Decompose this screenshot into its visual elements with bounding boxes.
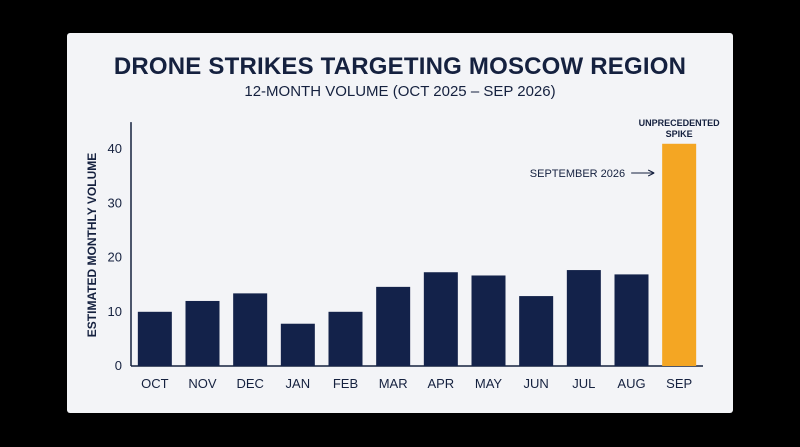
x-tick-label: MAR (379, 376, 408, 391)
callout-label: SEPTEMBER 2026 (530, 168, 625, 180)
bar (471, 275, 506, 366)
chart-card: DRONE STRIKES TARGETING MOSCOW REGION 12… (67, 33, 733, 413)
bar (280, 323, 315, 366)
bar (614, 274, 649, 366)
spike-label-line: UNPRECEDENTED (639, 118, 721, 128)
spike-label-line: SPIKE (666, 129, 693, 139)
axes (130, 122, 703, 367)
bar-chart: 0 10 20 30 40 OCT NOV DEC JAN FEB MAR APR MAY JUN JUL… (85, 118, 720, 391)
y-ticks: 0 10 20 30 40 (108, 141, 122, 373)
x-tick-label: AUG (617, 376, 645, 391)
y-tick-label: 0 (115, 358, 122, 373)
bar (423, 272, 458, 366)
x-tick-label: DEC (236, 376, 263, 391)
y-tick-label: 40 (108, 141, 122, 156)
x-tick-label: JUL (572, 376, 595, 391)
callout-arrow-head (647, 169, 655, 177)
x-tick-label: FEB (333, 376, 358, 391)
y-tick-label: 30 (108, 195, 122, 210)
x-tick-label: APR (427, 376, 454, 391)
bar (185, 300, 220, 366)
y-tick-label: 10 (108, 304, 122, 319)
x-tick-label: OCT (141, 376, 169, 391)
bar (233, 293, 268, 366)
bars (137, 143, 697, 366)
bar (376, 286, 411, 366)
x-tick-label: MAY (475, 376, 503, 391)
bar (519, 296, 554, 366)
x-tick-label: JAN (286, 376, 311, 391)
y-tick-label: 20 (108, 250, 122, 265)
bar-highlight (662, 143, 697, 366)
chart-title: DRONE STRIKES TARGETING MOSCOW REGION (113, 53, 687, 80)
bar (566, 270, 601, 366)
y-axis-label: ESTIMATED MONTHLY VOLUME (85, 153, 99, 337)
x-tick-label: SEP (666, 376, 692, 391)
bar (137, 311, 172, 366)
chart-subtitle: 12-MONTH VOLUME (OCT 2025 – SEP 2026) (244, 83, 556, 100)
x-tick-label: NOV (188, 376, 217, 391)
x-tick-labels: OCT NOV DEC JAN FEB MAR APR MAY JUN JUL AUG SEP (141, 376, 692, 391)
bar (328, 311, 363, 366)
x-tick-label: JUN (524, 376, 549, 391)
